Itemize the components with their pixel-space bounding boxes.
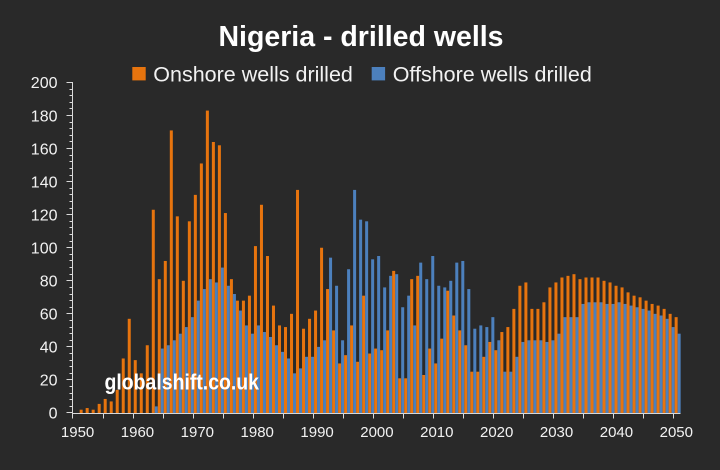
svg-text:140: 140 xyxy=(31,174,58,191)
svg-text:120: 120 xyxy=(31,207,58,224)
svg-text:1950: 1950 xyxy=(61,424,94,441)
svg-text:2020: 2020 xyxy=(480,424,513,441)
svg-text:0: 0 xyxy=(49,406,58,423)
svg-text:100: 100 xyxy=(31,240,58,257)
svg-text:1970: 1970 xyxy=(181,424,214,441)
svg-text:80: 80 xyxy=(40,274,58,291)
svg-text:2040: 2040 xyxy=(600,424,633,441)
svg-text:1960: 1960 xyxy=(121,424,154,441)
svg-text:2010: 2010 xyxy=(420,424,453,441)
svg-text:2000: 2000 xyxy=(360,424,393,441)
svg-text:180: 180 xyxy=(31,108,58,125)
svg-text:20: 20 xyxy=(40,373,58,390)
svg-text:1990: 1990 xyxy=(300,424,333,441)
svg-text:Nigeria - drilled wells: Nigeria - drilled wells xyxy=(218,21,503,53)
svg-text:1980: 1980 xyxy=(241,424,274,441)
svg-text:2030: 2030 xyxy=(540,424,573,441)
svg-text:Offshore wells drilled: Offshore wells drilled xyxy=(393,62,592,86)
svg-text:40: 40 xyxy=(40,340,58,357)
svg-text:200: 200 xyxy=(31,75,58,92)
svg-text:globalshift.co.uk: globalshift.co.uk xyxy=(105,369,260,394)
svg-text:160: 160 xyxy=(31,141,58,158)
svg-text:60: 60 xyxy=(40,307,58,324)
svg-text:Onshore wells drilled: Onshore wells drilled xyxy=(153,62,353,86)
svg-text:2050: 2050 xyxy=(660,424,693,441)
